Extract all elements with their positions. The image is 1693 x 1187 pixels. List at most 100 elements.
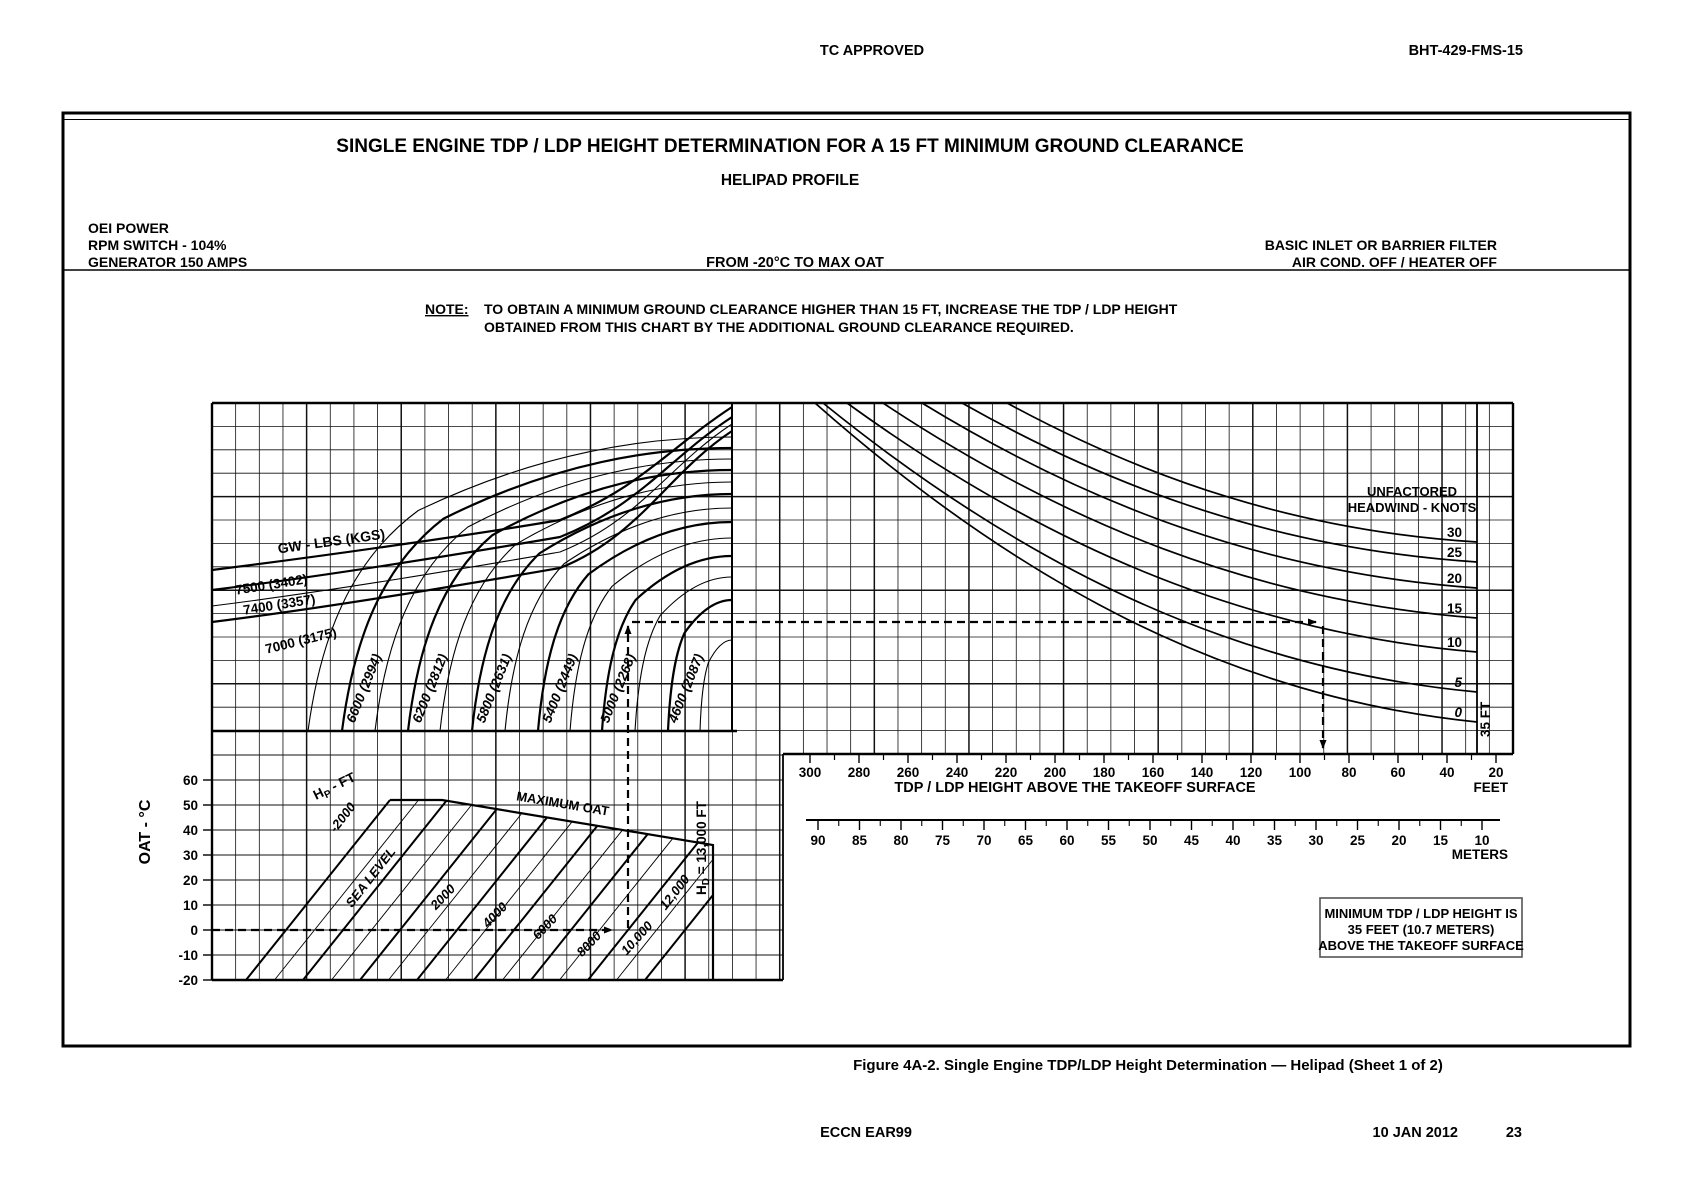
feet-tick-label: 200	[1044, 765, 1067, 780]
chart-frames	[210, 401, 1515, 982]
gw-curve	[666, 598, 733, 732]
figure-title: SINGLE ENGINE TDP / LDP HEIGHT DETERMINA…	[336, 136, 1243, 157]
hp-axis-label: HP - FT	[311, 769, 360, 805]
meters-tick-label: 15	[1433, 833, 1449, 848]
headwind-curve	[822, 402, 1478, 693]
hp-line-label: 2000	[427, 881, 459, 913]
chart-grid	[211, 403, 1514, 981]
figure-caption: Figure 4A-2. Single Engine TDP/LDP Heigh…	[853, 1057, 1443, 1074]
meters-axis-unit: METERS	[1452, 847, 1508, 862]
feet-tick-label: 280	[848, 765, 871, 780]
note-label: NOTE:	[425, 301, 469, 317]
wind-legend-line-2: HEADWIND - KNOTS	[1348, 500, 1477, 515]
gw-curve	[536, 520, 733, 732]
example-guide-path	[212, 618, 1327, 934]
hp-line	[644, 894, 714, 981]
headwind-curve	[814, 402, 1478, 723]
page-header-doc-number: BHT-429-FMS-15	[1409, 43, 1523, 59]
condition-generator: GENERATOR 150 AMPS	[88, 254, 247, 270]
hp-line-label: 4000	[479, 899, 511, 931]
hp-line	[416, 816, 548, 981]
feet-tick-label: 180	[1093, 765, 1116, 780]
hp-line	[445, 821, 573, 981]
footer-date: 10 JAN 2012	[1373, 1125, 1458, 1141]
meters-tick-label: 40	[1225, 833, 1240, 848]
headwind-curve	[882, 402, 1478, 619]
note-line-2: OBTAINED FROM THIS CHART BY THE ADDITION…	[484, 319, 1074, 335]
feet-tick-label: 100	[1289, 765, 1312, 780]
gw-curve-label: 5000 (2268)	[597, 651, 638, 725]
hp-line-label: 6000	[529, 911, 560, 943]
feet-tick-label: 20	[1488, 765, 1503, 780]
headwind-curve-label: 0	[1454, 705, 1462, 720]
feet-tick-label: 260	[897, 765, 920, 780]
oat-tick-label: -10	[178, 948, 198, 963]
headwind-curve	[961, 402, 1478, 563]
feet-tick-label: 140	[1191, 765, 1214, 780]
axes: 300 280 260 240 220 200 180 160 140 120 100 80 60 40 2…	[178, 754, 1504, 988]
headwind-curves	[814, 402, 1478, 723]
min-height-box	[1319, 897, 1523, 958]
hp-line	[302, 800, 448, 981]
headwind-curve-label: 5	[1454, 675, 1462, 690]
hd-limit-label: HD = 13,000 FT	[694, 800, 712, 895]
hp-line	[359, 808, 498, 981]
meters-tick-label: 25	[1350, 833, 1366, 848]
min-height-line-3: ABOVE THE TAKEOFF SURFACE	[1318, 938, 1524, 953]
max-oat-boundary	[390, 798, 715, 980]
headwind-curve-label: 15	[1447, 601, 1463, 616]
footer-eccn: ECCN EAR99	[820, 1125, 912, 1141]
gross-weight-curves	[211, 406, 733, 732]
meters-tick-label: 60	[1059, 833, 1074, 848]
gw-curve-intermediate	[211, 423, 733, 607]
hp-line	[502, 829, 623, 981]
gw-curve	[211, 430, 733, 624]
hp-line-label: SEA LEVEL	[342, 844, 398, 910]
gw-curve	[340, 446, 733, 732]
min-height-line-1: MINIMUM TDP / LDP HEIGHT IS	[1324, 906, 1517, 921]
hp-line	[274, 799, 419, 981]
hp-line	[559, 838, 674, 981]
gw-curve-intermediate	[699, 639, 733, 732]
headwind-curve	[1006, 402, 1478, 543]
hp-line	[473, 825, 599, 981]
feet-axis-unit: FEET	[1473, 780, 1508, 795]
oat-tick-label: 40	[183, 823, 198, 838]
condition-inlet-filter: BASIC INLET OR BARRIER FILTER	[1265, 237, 1497, 253]
condition-air-cond: AIR COND. OFF / HEATER OFF	[1292, 254, 1498, 270]
oat-tick-label: -20	[178, 973, 198, 988]
feet-tick-label: 120	[1240, 765, 1263, 780]
headwind-curve-label: 10	[1447, 635, 1462, 650]
wind-legend-line-1: UNFACTORED	[1367, 484, 1457, 499]
figure-border	[61, 111, 1632, 1048]
hp-line	[587, 841, 699, 981]
headwind-curve-label: 20	[1447, 571, 1462, 586]
meters-tick-label: 80	[893, 833, 908, 848]
footer-page-number: 23	[1506, 1125, 1522, 1141]
gw-curve	[600, 554, 733, 732]
meters-tick-label: 85	[852, 833, 868, 848]
feet-tick-label: 60	[1390, 765, 1405, 780]
oat-tick-label: 50	[183, 798, 198, 813]
feet-tick-label: 80	[1341, 765, 1356, 780]
headwind-curve	[846, 402, 1478, 653]
figure-subtitle: HELIPAD PROFILE	[721, 172, 859, 189]
feet-tick-label: 220	[995, 765, 1018, 780]
hp-line	[530, 833, 649, 981]
hp-line	[245, 799, 391, 981]
oat-tick-label: 30	[183, 848, 198, 863]
oat-tick-label: 20	[183, 873, 198, 888]
gw-curve-intermediate	[307, 436, 733, 732]
gw-curve-intermediate	[634, 576, 733, 732]
gw-curve-intermediate	[504, 507, 733, 732]
meters-tick-label: 55	[1101, 833, 1117, 848]
meters-tick-label: 30	[1308, 833, 1323, 848]
oat-tick-label: 0	[190, 923, 198, 938]
condition-oei-power: OEI POWER	[88, 220, 169, 236]
gw-curve-intermediate	[569, 537, 733, 732]
feet-axis-title: TDP / LDP HEIGHT ABOVE THE TAKEOFF SURFA…	[894, 780, 1256, 796]
min-height-line-2: 35 FEET (10.7 METERS)	[1348, 922, 1495, 937]
gw-curve-intermediate	[374, 458, 733, 732]
